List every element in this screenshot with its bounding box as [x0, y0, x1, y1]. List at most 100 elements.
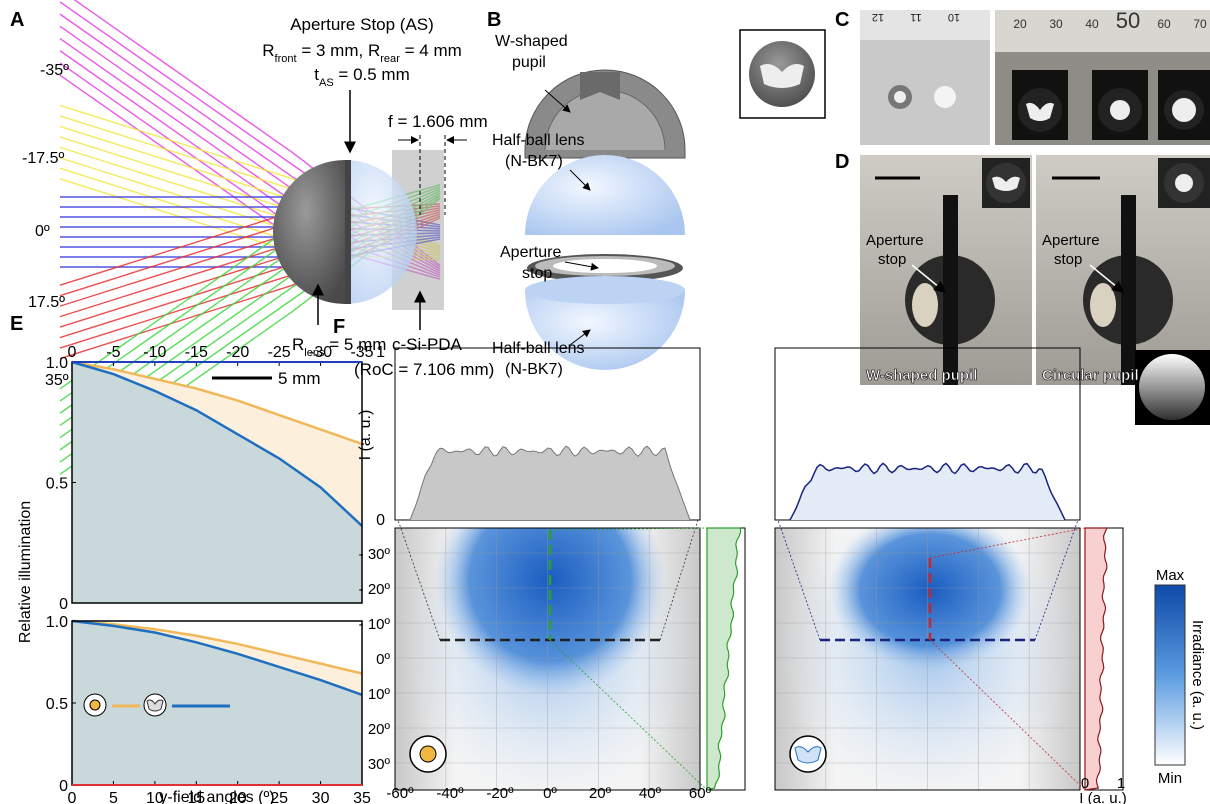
label: - 20º: [359, 581, 391, 598]
label-part: R: [292, 335, 304, 354]
label: Half-ball lens: [492, 132, 584, 149]
profile: [789, 462, 1066, 521]
label: 50: [1116, 8, 1140, 33]
label: Max: [1156, 567, 1185, 584]
label: c-Si-PDA: [392, 335, 463, 354]
label: 20º: [368, 721, 391, 738]
label: Rlens = 5 mm: [292, 335, 386, 359]
label-part: = 4 mm: [400, 41, 462, 60]
label: 40: [1085, 17, 1099, 31]
label-part: front: [275, 53, 297, 65]
label: F: [333, 316, 345, 338]
label: 35: [353, 790, 371, 804]
panel-f-art: [394, 347, 1210, 791]
label: Aperture: [500, 244, 561, 261]
label: 0: [59, 778, 68, 795]
series-line: [71, 619, 363, 675]
label: 40º: [639, 785, 662, 802]
label: 0: [68, 790, 77, 804]
lens-rear: [345, 160, 417, 304]
label: y-field angles (º): [159, 789, 274, 804]
label: 60: [1157, 17, 1171, 31]
label: 30: [1049, 17, 1063, 31]
lens-front: [273, 160, 345, 304]
label-part: t: [314, 65, 319, 84]
label: 11: [910, 11, 921, 23]
label: 10º: [368, 686, 391, 703]
label: Half-ball lens: [492, 340, 584, 357]
label: -30: [309, 344, 332, 361]
label: B: [487, 9, 501, 31]
area-under: [72, 621, 362, 785]
area-under: [72, 362, 362, 603]
label: 17.5º: [28, 294, 65, 311]
label: 0: [59, 596, 68, 613]
label: 0º: [35, 223, 50, 240]
label: -20º: [486, 785, 514, 802]
label: 0: [1081, 775, 1089, 792]
series-line: [71, 360, 363, 527]
label: 1: [1117, 775, 1125, 792]
label: Irradiance (a. u.): [1189, 620, 1206, 730]
label: -20: [226, 344, 249, 361]
panel-b-art: [524, 29, 826, 370]
label: -35º: [40, 62, 69, 79]
label: 20: [229, 790, 247, 804]
label: 5: [109, 790, 118, 804]
label: 5 mm: [278, 369, 321, 388]
label: 0: [68, 344, 77, 361]
label: C: [835, 9, 849, 31]
label-part: = 5 mm: [325, 335, 387, 354]
stop: [345, 160, 351, 304]
label: stop: [522, 265, 552, 282]
label: stop: [878, 251, 906, 268]
label: - 10º: [359, 616, 391, 633]
panel-c-art: [860, 10, 1210, 145]
label: - 30º: [359, 546, 391, 563]
label: 30º: [368, 756, 391, 773]
label: 1.0: [46, 355, 68, 372]
label: -35: [350, 344, 373, 361]
label: Aperture Stop (AS): [290, 15, 434, 34]
label: 0.5: [46, 696, 68, 713]
label: W-shaped pupil: [866, 367, 977, 384]
label: I (a. u.): [1079, 790, 1127, 804]
label: 1: [376, 344, 385, 361]
label: A: [10, 9, 24, 31]
panel-d-art: [860, 155, 1210, 385]
label: stop: [1054, 251, 1082, 268]
label: (RoC = 7.106 mm): [354, 360, 494, 379]
side-profile: [706, 527, 742, 791]
label: 0.5: [46, 476, 68, 493]
series-line: [71, 360, 363, 446]
label: 30: [312, 790, 330, 804]
label: -17.5º: [22, 150, 64, 167]
label: -25: [268, 344, 291, 361]
label: 20º: [589, 785, 612, 802]
label: 12: [872, 11, 884, 23]
label: 25: [270, 790, 288, 804]
label: Relative illumination: [17, 501, 34, 643]
label: 35º: [45, 372, 69, 389]
label: -60º: [386, 785, 414, 802]
label: -40º: [436, 785, 464, 802]
label: f = 1.606 mm: [388, 112, 488, 131]
label: 1.0: [46, 614, 68, 631]
label: I (a. u.): [357, 410, 374, 461]
label: Rfront = 3 mm, Rrear = 4 mm: [262, 41, 462, 65]
label: Aperture: [866, 232, 924, 249]
label-part: = 3 mm, R: [297, 41, 381, 60]
lens: [273, 150, 444, 310]
label: 60º: [689, 785, 712, 802]
label: 20: [1013, 17, 1027, 31]
label: 15: [187, 790, 205, 804]
label: 0º: [376, 651, 390, 668]
label: tAS = 0.5 mm: [314, 65, 410, 89]
label: pupil: [512, 54, 546, 71]
label-part: rear: [380, 53, 400, 65]
label: Min: [1158, 770, 1182, 787]
label-part: R: [262, 41, 274, 60]
label: Circular pupil: [1042, 367, 1139, 384]
